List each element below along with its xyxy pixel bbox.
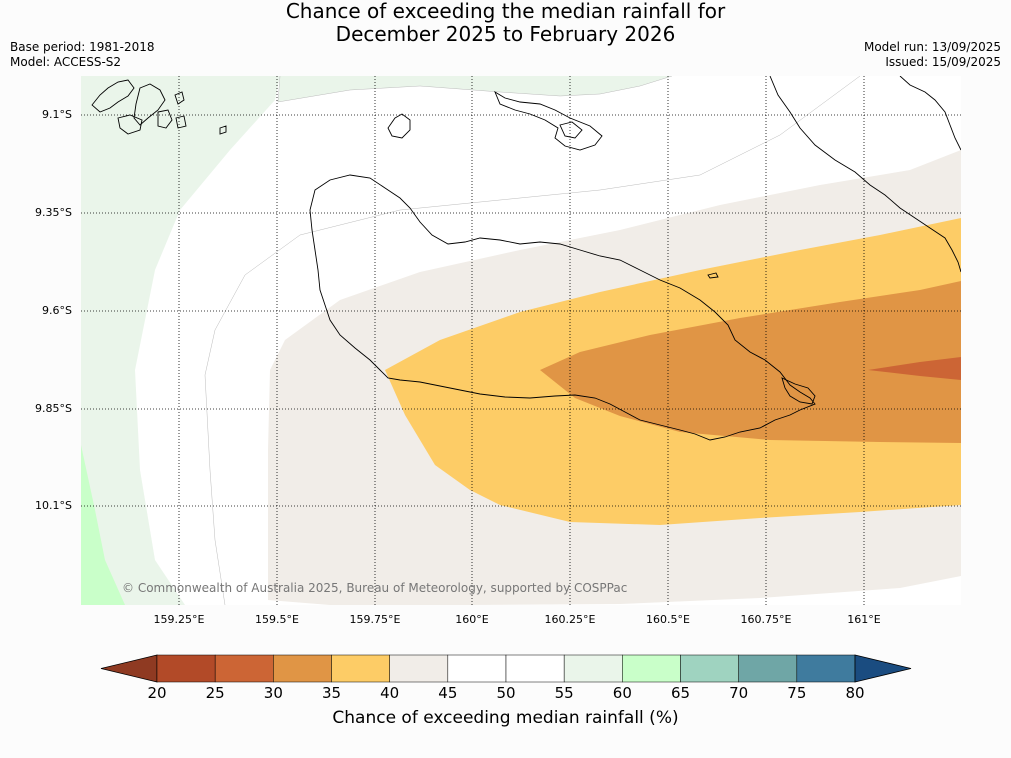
- title-line-1: Chance of exceeding the median rainfall …: [285, 0, 726, 23]
- colorbar-segment: [796, 654, 856, 683]
- colorbar-tick-label: 75: [787, 684, 807, 702]
- lat-label-10-1: 10.1°S: [35, 499, 72, 512]
- colorbar-tick-label: 30: [263, 684, 283, 702]
- meta-left: Base period: 1981-2018 Model: ACCESS-S2: [10, 40, 155, 70]
- colorbar-segment: [622, 654, 681, 683]
- colorbar-over-arrow: [854, 654, 912, 683]
- colorbar-tick-label: 55: [554, 684, 574, 702]
- region-55-60-left: [81, 76, 280, 605]
- contour-line-3: [204, 374, 226, 605]
- colorbar-segment: [273, 654, 332, 683]
- base-period: Base period: 1981-2018: [10, 40, 155, 54]
- colorbar-tick-label: 80: [845, 684, 865, 702]
- lat-label-9-35: 9.35°S: [35, 206, 72, 219]
- colorbar-segment: [563, 654, 623, 683]
- colorbar-tick-label: 65: [670, 684, 691, 702]
- lon-label-161: 161°E: [847, 613, 881, 626]
- colorbar-tick-label: 45: [438, 684, 458, 702]
- colorbar-segment: [156, 654, 216, 683]
- model-name: Model: ACCESS-S2: [10, 55, 122, 69]
- colorbar-title: Chance of exceeding median rainfall (%): [332, 708, 679, 728]
- colorbar-segment: [331, 654, 390, 683]
- colorbar-segment: [214, 654, 274, 683]
- colorbar-segment: [447, 654, 507, 683]
- colorbar-tick-label: 20: [147, 684, 167, 702]
- region-55-60-top: [278, 76, 672, 102]
- meta-right: Model run: 13/09/2025 Issued: 15/09/2025: [864, 40, 1001, 70]
- lon-label-160: 160°E: [455, 613, 489, 626]
- gridlines: [81, 76, 961, 605]
- lon-label-160-5: 160.5°E: [646, 613, 690, 626]
- contour-line-2: [204, 76, 861, 376]
- colorbar-segment: [389, 654, 449, 683]
- colorbar: [100, 654, 912, 683]
- lon-label-160-25: 160.25°E: [544, 613, 596, 626]
- copyright-notice: © Commonwealth of Australia 2025, Bureau…: [122, 581, 628, 595]
- chart-title: Chance of exceeding the median rainfall …: [0, 0, 1011, 46]
- lon-label-159-5: 159.5°E: [255, 613, 299, 626]
- lon-label-159-25: 159.25°E: [153, 613, 205, 626]
- colorbar-tick-label: 35: [321, 684, 342, 702]
- colorbar-segment: [738, 654, 798, 683]
- colorbar-tick-label: 70: [729, 684, 749, 702]
- lat-label-9-1: 9.1°S: [42, 108, 72, 121]
- lat-label-9-85: 9.85°S: [35, 402, 72, 415]
- issued-date: Issued: 15/09/2025: [885, 55, 1001, 69]
- coastlines: [91, 76, 961, 441]
- colorbar-tick-label: 25: [205, 684, 225, 702]
- region-60-65: [81, 445, 125, 605]
- lon-label-159-75: 159.75°E: [349, 613, 401, 626]
- colorbar-tick-label: 40: [380, 684, 400, 702]
- region-30-35: [540, 281, 961, 443]
- colorbar-tick-label: 60: [612, 684, 632, 702]
- colorbar-under-arrow: [100, 654, 158, 683]
- colorbar-segment: [505, 654, 565, 683]
- colorbar-segment: [680, 654, 739, 683]
- colorbar-tick-label: 50: [496, 684, 516, 702]
- lat-label-9-6: 9.6°S: [42, 304, 72, 317]
- model-run: Model run: 13/09/2025: [863, 40, 1001, 54]
- title-line-2: December 2025 to February 2026: [335, 22, 676, 46]
- contour-line-1: [277, 76, 673, 103]
- region-25-30: [868, 357, 961, 380]
- lon-label-160-75: 160.75°E: [740, 613, 792, 626]
